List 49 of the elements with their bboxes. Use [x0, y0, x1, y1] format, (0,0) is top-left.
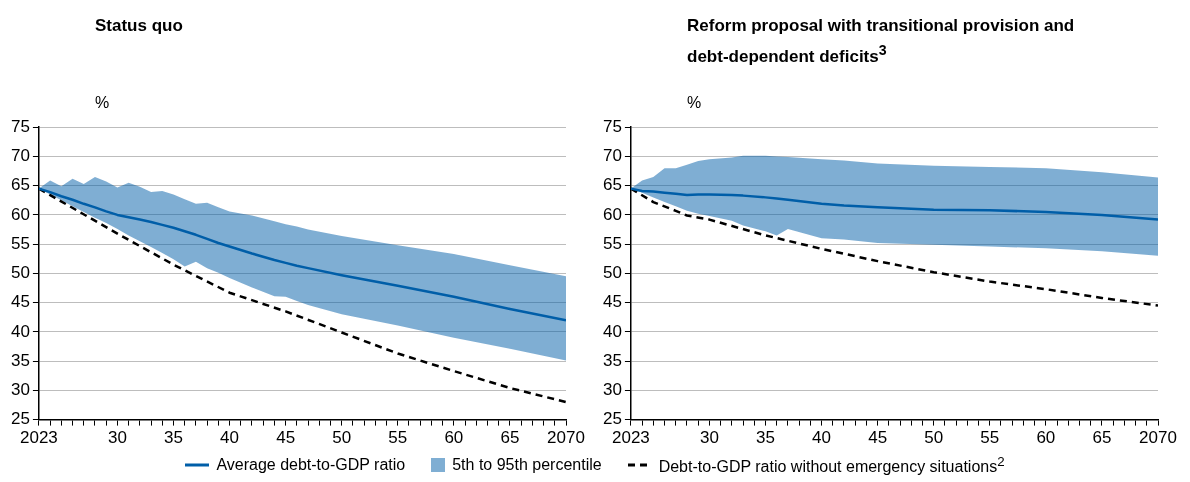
- y-tick-label: 60: [602, 204, 622, 224]
- x-tick-label: 2070: [547, 428, 585, 448]
- y-axis-title: %: [95, 94, 110, 112]
- y-tick-label: 55: [10, 233, 30, 253]
- y-tick-label: 30: [602, 380, 622, 400]
- x-tick-label: 65: [1092, 428, 1112, 448]
- y-tick-label: 50: [602, 263, 622, 283]
- y-tick-label: 75: [602, 116, 622, 136]
- y-tick-label: 25: [10, 409, 30, 429]
- x-tick-label: 45: [868, 428, 888, 448]
- y-tick-label: 45: [602, 292, 622, 312]
- y-tick-label: 65: [602, 175, 622, 195]
- y-tick-label: 30: [10, 380, 30, 400]
- y-tick-label: 60: [10, 204, 30, 224]
- y-tick-label: 65: [10, 175, 30, 195]
- y-tick-label: 55: [602, 233, 622, 253]
- y-tick-label: 75: [10, 116, 30, 136]
- y-tick-label: 45: [10, 292, 30, 312]
- x-tick-label: 30: [107, 428, 127, 448]
- chart-title: Status quo: [95, 15, 184, 37]
- y-tick-label: 25: [602, 409, 622, 429]
- x-tick-label: 50: [924, 428, 944, 448]
- x-tick-label: 65: [500, 428, 520, 448]
- legend-label: Average debt-to-GDP ratio: [216, 456, 406, 475]
- x-tick-label: 40: [812, 428, 832, 448]
- legend-label: Debt-to-GDP ratio without emergency situations$^{2}$: [658, 454, 1005, 477]
- x-tick-label: 55: [980, 428, 1000, 448]
- x-tick-label: 55: [388, 428, 408, 448]
- x-tick-label: 2070: [1139, 428, 1177, 448]
- x-tick-label: 60: [444, 428, 464, 448]
- x-tick-label: 35: [164, 428, 183, 448]
- x-tick-label: 2023: [20, 428, 58, 448]
- x-tick-label: 2023: [612, 428, 650, 448]
- x-tick-label: 60: [1036, 428, 1056, 448]
- x-tick-label: 40: [220, 428, 240, 448]
- y-tick-label: 35: [602, 350, 622, 370]
- y-tick-label: 40: [10, 321, 30, 341]
- x-tick-label: 30: [699, 428, 719, 448]
- y-tick-label: 35: [10, 350, 30, 370]
- y-axis-title: %: [687, 94, 702, 112]
- x-tick-label: 45: [276, 428, 296, 448]
- chart-title: Reform proposal with transitional provision and debt-dependent deficits$^{3}$: [687, 15, 1076, 68]
- y-tick-label: 50: [10, 263, 30, 283]
- x-tick-label: 50: [332, 428, 352, 448]
- y-tick-label: 70: [10, 146, 30, 166]
- text: 5th to 95th percentile: [452, 456, 602, 475]
- y-tick-label: 70: [602, 146, 622, 166]
- y-tick-label: 40: [602, 321, 622, 341]
- x-tick-label: 35: [756, 428, 775, 448]
